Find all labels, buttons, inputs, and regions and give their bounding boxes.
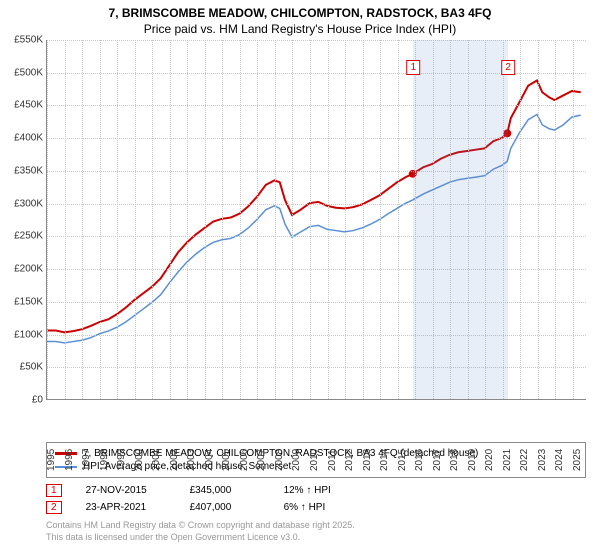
- y-axis-label: £50K: [3, 362, 43, 373]
- y-axis-label: £250K: [3, 231, 43, 242]
- y-axis-label: £150K: [3, 296, 43, 307]
- grid-line: [310, 40, 311, 399]
- x-axis-label: 2001: [151, 449, 162, 471]
- grid-line: [573, 40, 574, 399]
- annotation-pct: 12% ↑ HPI: [284, 485, 364, 496]
- x-axis-label: 2013: [362, 449, 373, 471]
- annotation-row: 1 27-NOV-2015 £345,000 12% ↑ HPI: [46, 482, 586, 499]
- x-axis-label: 2002: [169, 449, 180, 471]
- footer-line: This data is licensed under the Open Gov…: [46, 532, 586, 544]
- x-axis-label: 2018: [449, 449, 460, 471]
- x-axis-label: 2020: [484, 449, 495, 471]
- grid-line: [380, 40, 381, 399]
- annotation-date: 23-APR-2021: [86, 502, 166, 513]
- annotation-table: 1 27-NOV-2015 £345,000 12% ↑ HPI 2 23-AP…: [46, 482, 586, 516]
- x-axis-label: 1996: [64, 449, 75, 471]
- line-chart: £0£50K£100K£150K£200K£250K£300K£350K£400…: [46, 40, 586, 400]
- page-subtitle: Price paid vs. HM Land Registry's House …: [0, 22, 600, 40]
- grid-line: [170, 40, 171, 399]
- shaded-region: [413, 40, 508, 399]
- x-axis-label: 2011: [327, 449, 338, 471]
- grid-line: [538, 40, 539, 399]
- grid-line: [328, 40, 329, 399]
- x-axis-label: 2009: [291, 449, 302, 471]
- x-axis-label: 1995: [46, 449, 57, 471]
- grid-line: [82, 40, 83, 399]
- x-axis-label: 2025: [572, 449, 583, 471]
- y-axis-label: £350K: [3, 165, 43, 176]
- x-axis-label: 2023: [537, 449, 548, 471]
- y-axis-label: £400K: [3, 133, 43, 144]
- annotation-row: 2 23-APR-2021 £407,000 6% ↑ HPI: [46, 499, 586, 516]
- grid-line: [117, 40, 118, 399]
- grid-line: [187, 40, 188, 399]
- x-axis-label: 2024: [554, 449, 565, 471]
- x-axis-label: 2015: [397, 449, 408, 471]
- y-axis-label: £450K: [3, 100, 43, 111]
- x-axis-label: 2004: [204, 449, 215, 471]
- grid-line: [520, 40, 521, 399]
- grid-line: [100, 40, 101, 399]
- x-axis-label: 2008: [274, 449, 285, 471]
- grid-line: [222, 40, 223, 399]
- x-axis-label: 1997: [81, 449, 92, 471]
- x-axis-label: 2006: [239, 449, 250, 471]
- grid-line: [152, 40, 153, 399]
- chart-marker: 1: [407, 60, 421, 75]
- annotation-price: £407,000: [190, 502, 260, 513]
- grid-line: [555, 40, 556, 399]
- x-axis-label: 2003: [186, 449, 197, 471]
- x-axis-label: 2010: [309, 449, 320, 471]
- grid-line: [292, 40, 293, 399]
- y-axis-label: £300K: [3, 198, 43, 209]
- x-axis-label: 2016: [414, 449, 425, 471]
- grid-line: [135, 40, 136, 399]
- x-axis-label: 1999: [116, 449, 127, 471]
- x-axis-label: 2007: [256, 449, 267, 471]
- page-title: 7, BRIMSCOMBE MEADOW, CHILCOMPTON, RADST…: [0, 0, 600, 22]
- annotation-pct: 6% ↑ HPI: [284, 502, 364, 513]
- y-axis-label: £500K: [3, 67, 43, 78]
- chart-marker: 2: [501, 60, 515, 75]
- grid-line: [65, 40, 66, 399]
- x-axis-label: 1998: [99, 449, 110, 471]
- annotation-marker: 1: [46, 484, 62, 497]
- grid-line: [345, 40, 346, 399]
- footer-line: Contains HM Land Registry data © Crown c…: [46, 520, 586, 532]
- annotation-price: £345,000: [190, 485, 260, 496]
- grid-line: [240, 40, 241, 399]
- grid-line: [363, 40, 364, 399]
- grid-line: [205, 40, 206, 399]
- x-axis-label: 2005: [221, 449, 232, 471]
- grid-line: [47, 40, 48, 399]
- x-axis-label: 2022: [519, 449, 530, 471]
- y-axis-label: £200K: [3, 264, 43, 275]
- grid-line: [257, 40, 258, 399]
- y-axis-label: £0: [3, 395, 43, 406]
- x-axis-label: 2014: [379, 449, 390, 471]
- x-axis-label: 2017: [432, 449, 443, 471]
- annotation-marker: 2: [46, 501, 62, 514]
- x-axis-label: 2021: [502, 449, 513, 471]
- y-axis-label: £100K: [3, 329, 43, 340]
- annotation-date: 27-NOV-2015: [86, 485, 166, 496]
- grid-line: [398, 40, 399, 399]
- footer-attribution: Contains HM Land Registry data © Crown c…: [46, 520, 586, 543]
- grid-line: [275, 40, 276, 399]
- x-axis-label: 2019: [467, 449, 478, 471]
- x-axis-label: 2000: [134, 449, 145, 471]
- y-axis-label: £550K: [3, 35, 43, 46]
- x-axis-label: 2012: [344, 449, 355, 471]
- x-axis-labels: 1995199619971998199920002001200220032004…: [46, 400, 586, 436]
